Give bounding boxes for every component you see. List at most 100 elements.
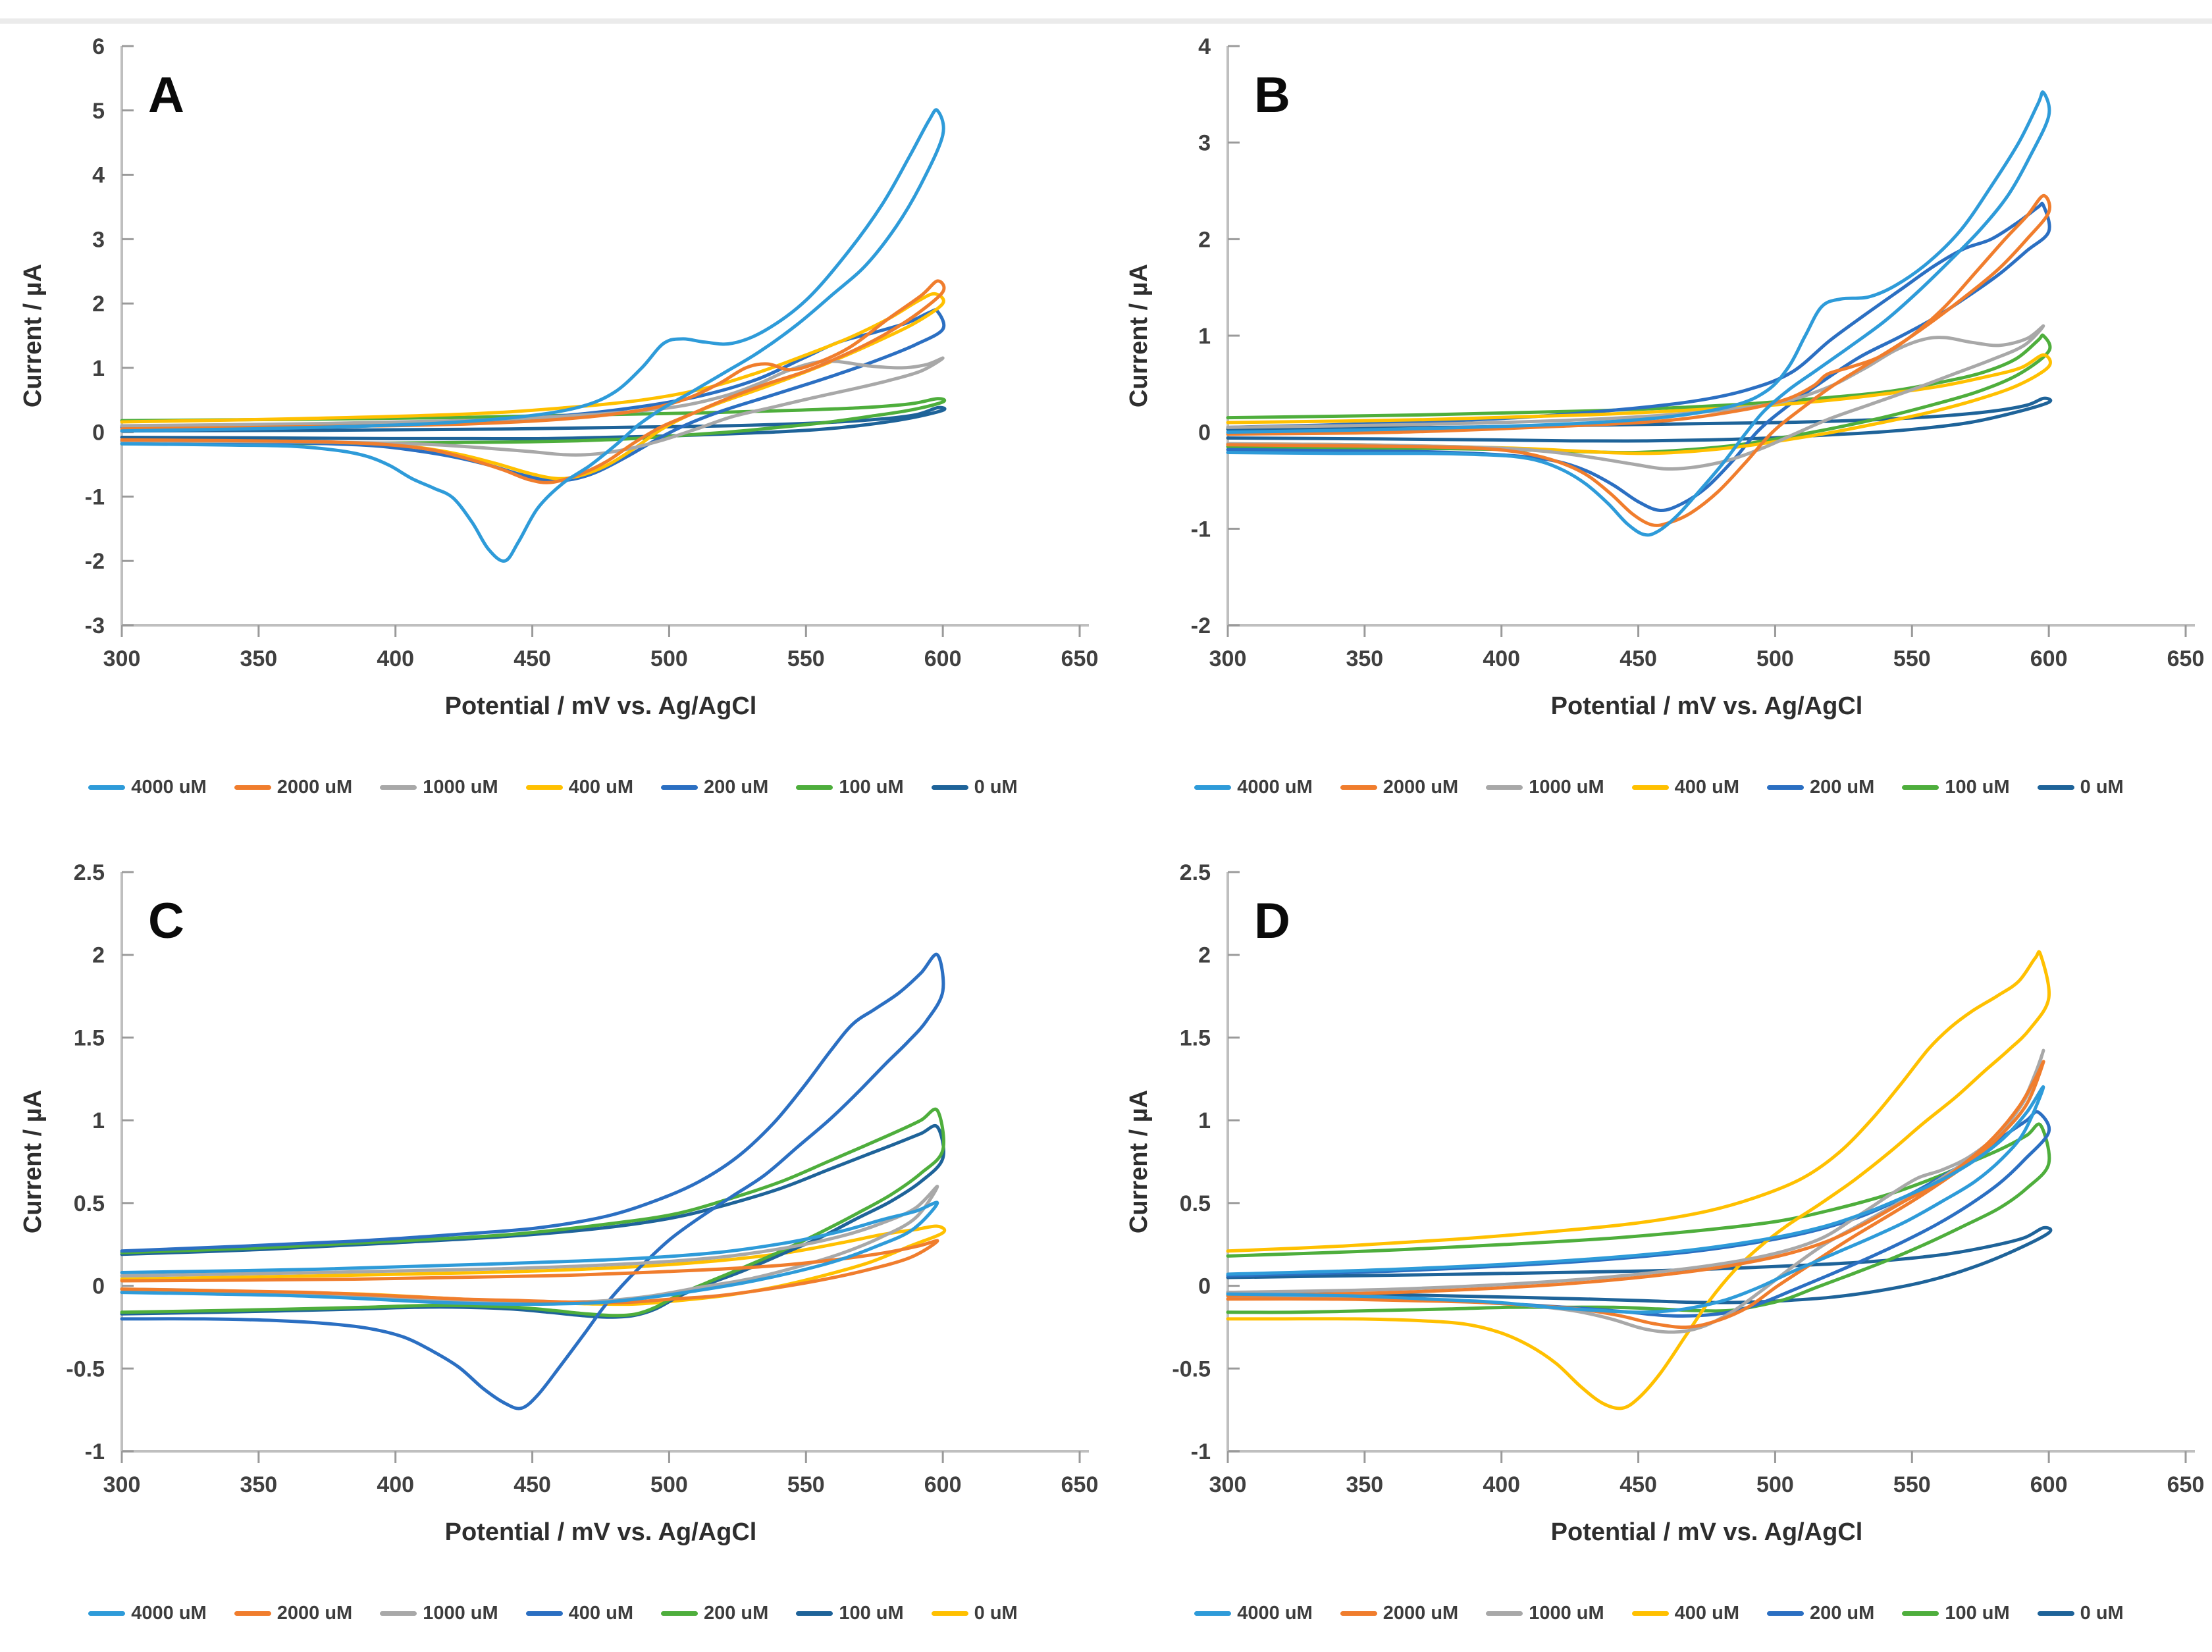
legend-line-swatch [2037, 1611, 2074, 1616]
y-tick-label: 0.5 [74, 1191, 105, 1216]
legend-line-swatch [1766, 785, 1804, 790]
legend-label: 0 uM [974, 1602, 1018, 1624]
panel-A-legend: 4000 uM 2000 uM 1000 uM 400 uM 200 uM 100 uM 0… [0, 750, 1106, 824]
y-tick-label: 4 [1198, 34, 1211, 59]
x-tick-label: 350 [1346, 1472, 1383, 1497]
x-tick-label: 350 [240, 646, 277, 671]
series-200-uM-line [1226, 201, 2051, 513]
legend-item-4000-uM: 4000 uM [1194, 776, 1313, 798]
series-1000-uM-line [1226, 324, 2045, 471]
y-tick-label: 1 [92, 1108, 105, 1133]
legend-line-swatch [931, 785, 968, 790]
series-200-uM-line [1226, 1110, 2051, 1318]
y-tick-label: 0 [1198, 421, 1211, 446]
x-tick-label: 300 [1209, 1472, 1247, 1497]
legend-item-1000-uM: 1000 uM [380, 1603, 498, 1624]
y-tick-label: 3 [1198, 131, 1211, 156]
legend-line-swatch [1902, 785, 1939, 790]
legend-line-swatch [88, 1611, 126, 1616]
legend-label: 400 uM [568, 776, 633, 798]
y-tick-label: -0.5 [1172, 1356, 1211, 1381]
legend-line-swatch [380, 1611, 417, 1616]
legend-label: 200 uM [703, 776, 769, 798]
x-tick-label: 450 [1620, 1472, 1657, 1497]
legend-line-swatch [234, 785, 271, 790]
legend-label: 0 uM [2080, 1602, 2124, 1624]
series-4000-uM-line [1226, 90, 2051, 537]
y-tick-label: 5 [92, 99, 105, 124]
y-tick-label: 0 [92, 421, 105, 446]
legend-line-swatch [88, 785, 126, 790]
legend-line-swatch [1486, 785, 1523, 790]
legend-label: 100 uM [839, 776, 904, 798]
legend-item-400-uM: 400 uM [1631, 776, 1739, 798]
panel-D-legend: 4000 uM 2000 uM 1000 uM 400 uM 200 uM 100 uM 0… [1106, 1576, 2212, 1650]
x-tick-label: 300 [103, 1472, 141, 1497]
y-tick-label: 2 [1198, 227, 1211, 252]
panel-D-chart: 2.5 2 1.5 1 0.5 0 -0.5 -1 300 350 400 450 500 550 600 6… [1125, 860, 2205, 1546]
x-tick-label: 650 [2167, 1472, 2205, 1497]
legend-label: 1000 uM [423, 1602, 498, 1624]
legend-label: 4000 uM [131, 1602, 207, 1624]
legend-label: 400 uM [1674, 776, 1739, 798]
legend-item-400-uM: 400 uM [1631, 1602, 1739, 1624]
legend-item-200-uM: 200 uM [660, 1603, 768, 1624]
legend-label: 4000 uM [131, 776, 207, 798]
series-100-uM-line [1226, 333, 2052, 455]
y-tick-label: 2.5 [74, 860, 105, 885]
legend-label: 2000 uM [276, 776, 353, 798]
x-tick-label: 500 [650, 646, 688, 671]
legend-item-200-uM: 200 uM [1766, 1602, 1875, 1624]
x-tick-label: 450 [514, 646, 551, 671]
legend-label: 400 uM [1674, 1602, 1739, 1624]
legend-item-4000-uM: 4000 uM [1194, 1603, 1313, 1624]
legend-item-4000-uM: 4000 uM [88, 776, 207, 798]
x-tick-label: 550 [1893, 646, 1931, 671]
legend-item-0-uM: 0 uM [931, 776, 1018, 798]
y-tick-label: -3 [85, 613, 105, 638]
legend-item-200-uM: 200 uM [1766, 777, 1874, 798]
x-axis-title: Potential / mV vs. Ag/AgCl [445, 1518, 757, 1546]
series-4000-uM-line [120, 1200, 939, 1306]
legend-line-swatch [1486, 1611, 1523, 1616]
legend-line-swatch [796, 785, 833, 790]
y-tick-label: -2 [1191, 613, 1211, 638]
legend-line-swatch [660, 785, 698, 790]
legend-line-swatch [2037, 785, 2074, 790]
legend-line-swatch [931, 1611, 968, 1616]
x-tick-label: 500 [1756, 646, 1794, 671]
series-400-uM-line [1226, 950, 2051, 1410]
y-tick-label: -1 [1191, 1439, 1211, 1464]
x-tick-label: 550 [787, 646, 825, 671]
y-tick-label: 2 [1198, 943, 1211, 968]
x-tick-label: 600 [2030, 646, 2068, 671]
legend-line-swatch [1631, 785, 1669, 790]
panel-letter: D [1254, 893, 1290, 949]
legend-label: 200 uM [1809, 1602, 1875, 1624]
y-tick-label: -1 [85, 484, 105, 509]
x-tick-label: 600 [2030, 1472, 2068, 1497]
legend-line-swatch [1194, 785, 1232, 790]
panel-C: 2.5 2 1.5 1 0.5 0 -0.5 -1 300 350 400 450 500 550 600 6… [0, 826, 1106, 1652]
legend-line-swatch [1902, 1611, 1939, 1616]
series-4000-uM-line [1226, 1085, 2045, 1314]
y-tick-label: 0 [92, 1274, 105, 1299]
legend-item-2000-uM: 2000 uM [1340, 777, 1458, 798]
series-2000-uM-line [1226, 194, 2051, 527]
legend-label: 100 uM [1945, 1602, 2010, 1624]
legend-label: 100 uM [1945, 776, 2010, 798]
x-axis-title: Potential / mV vs. Ag/AgCl [445, 692, 757, 720]
y-tick-label: 1 [1198, 324, 1211, 349]
legend-label: 1000 uM [423, 776, 498, 798]
legend-line-swatch [380, 785, 417, 790]
legend-item-200-uM: 200 uM [660, 776, 769, 798]
legend-label: 4000 uM [1237, 776, 1313, 798]
y-axis-title: Current / µA [1125, 1090, 1153, 1233]
series-1000-uM-line [120, 1185, 939, 1304]
legend-label: 1000 uM [1529, 1602, 1604, 1624]
legend-label: 100 uM [839, 1602, 904, 1624]
legend-label: 0 uM [974, 776, 1018, 798]
series-200-uM-line [120, 1107, 945, 1318]
panel-C-legend: 4000 uM 2000 uM 1000 uM 400 uM 200 uM 100 uM 0… [0, 1576, 1106, 1650]
